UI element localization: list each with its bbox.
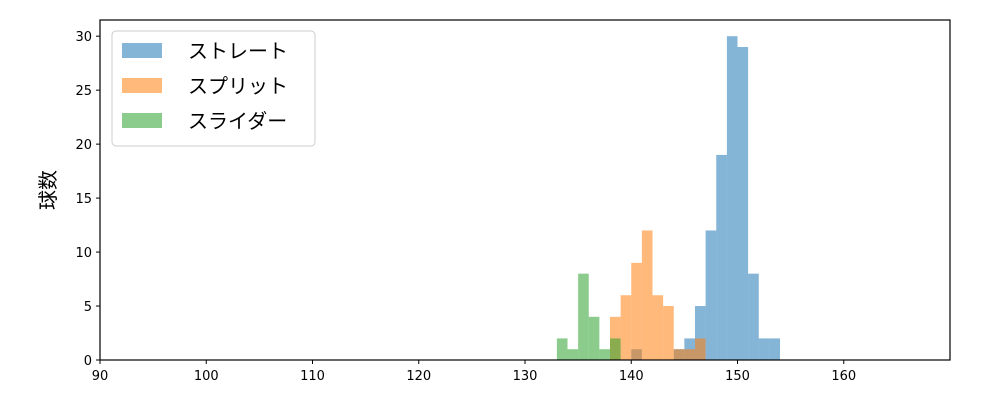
bar-2-135 <box>578 273 589 360</box>
legend-label: スプリット <box>188 74 288 98</box>
bar-0-152 <box>758 338 770 360</box>
y-tick-label: 5 <box>84 300 92 315</box>
bar-0-148 <box>716 154 727 360</box>
x-tick-label: 120 <box>406 369 431 384</box>
bar-0-153 <box>769 338 780 360</box>
bar-0-149 <box>726 36 738 360</box>
y-tick-label: 0 <box>84 354 92 369</box>
x-tick-label: 160 <box>831 369 856 384</box>
legend-swatch <box>122 43 162 58</box>
bar-0-150 <box>737 46 749 360</box>
x-tick-label: 150 <box>725 369 750 384</box>
y-tick-label: 25 <box>75 84 92 99</box>
bar-1-145 <box>684 349 695 360</box>
legend-swatch <box>122 113 162 128</box>
y-axis-label: 球数 <box>36 170 60 210</box>
x-tick-label: 140 <box>619 369 644 384</box>
bar-1-146 <box>695 338 706 360</box>
bar-1-141 <box>641 230 653 360</box>
x-tick-label: 100 <box>194 369 219 384</box>
bar-1-142 <box>652 295 664 360</box>
legend-swatch <box>122 78 162 93</box>
x-tick-label: 130 <box>513 369 538 384</box>
bar-1-143 <box>663 306 674 360</box>
x-tick-label: 90 <box>92 369 109 384</box>
bar-2-137 <box>599 349 610 360</box>
y-tick-label: 30 <box>75 30 92 45</box>
y-tick-label: 15 <box>75 192 92 207</box>
bar-1-144 <box>673 349 685 360</box>
x-tick-label: 110 <box>300 369 325 384</box>
legend-label: ストレート <box>188 39 288 63</box>
bar-0-146 <box>695 306 706 360</box>
bar-2-136 <box>588 316 600 360</box>
bar-2-133 <box>556 338 568 360</box>
bar-1-139 <box>620 295 632 360</box>
legend-label: スライダー <box>188 109 287 133</box>
bar-0-151 <box>748 273 759 360</box>
y-tick-label: 10 <box>75 246 92 261</box>
bar-2-138 <box>610 338 621 360</box>
bar-2-134 <box>567 349 579 360</box>
bar-0-147 <box>705 230 717 360</box>
bar-1-140 <box>631 262 642 360</box>
y-tick-label: 20 <box>75 138 92 153</box>
